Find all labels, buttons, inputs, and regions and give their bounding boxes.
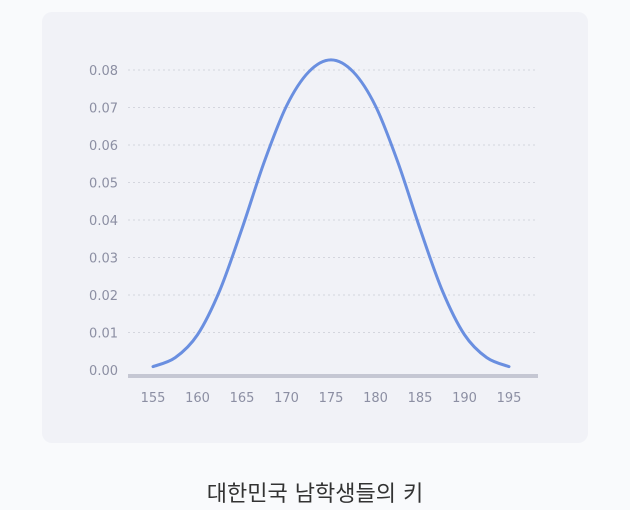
x-tick-label: 185	[408, 391, 433, 406]
x-tick-label: 170	[274, 391, 299, 406]
y-tick-label: 0.07	[89, 102, 118, 117]
y-tick-label: 0.06	[89, 139, 118, 154]
height-distribution-chart: 0.00 0.01 0.02 0.03 0.04 0.05 0.06 0.07 0.08 155 1…	[89, 58, 538, 406]
y-tick-label: 0.05	[89, 177, 118, 192]
y-tick-label: 0.08	[89, 64, 118, 79]
y-tick-label: 0.01	[89, 327, 118, 342]
y-tick-label: 0.03	[89, 252, 118, 267]
y-tick-label: 0.02	[89, 289, 118, 304]
x-tick-label: 175	[319, 391, 344, 406]
x-tick-label: 165	[230, 391, 255, 406]
y-tick-label: 0.00	[89, 364, 118, 379]
x-tick-label: 160	[185, 391, 210, 406]
x-tick-label: 190	[452, 391, 477, 406]
chart-card	[42, 12, 588, 443]
x-tick-label: 180	[363, 391, 388, 406]
x-tick-label: 195	[497, 391, 522, 406]
chart-caption: 대한민국 남학생들의 키	[206, 482, 424, 507]
distribution-curve	[151, 58, 511, 369]
x-tick-label: 155	[141, 391, 166, 406]
y-tick-label: 0.04	[89, 214, 118, 229]
